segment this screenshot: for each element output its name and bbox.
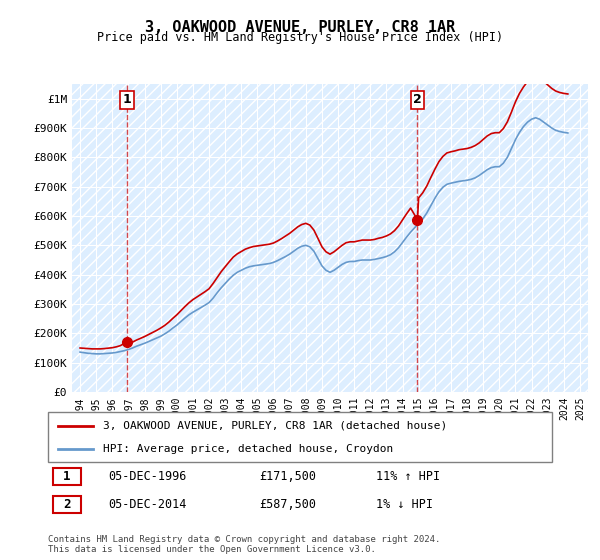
Text: 2: 2 xyxy=(413,93,422,106)
Text: £587,500: £587,500 xyxy=(260,498,317,511)
Text: £171,500: £171,500 xyxy=(260,470,317,483)
Text: 1: 1 xyxy=(63,470,70,483)
Text: Price paid vs. HM Land Registry's House Price Index (HPI): Price paid vs. HM Land Registry's House … xyxy=(97,31,503,44)
FancyBboxPatch shape xyxy=(53,496,81,513)
Text: 3, OAKWOOD AVENUE, PURLEY, CR8 1AR: 3, OAKWOOD AVENUE, PURLEY, CR8 1AR xyxy=(145,20,455,35)
Text: 05-DEC-2014: 05-DEC-2014 xyxy=(109,498,187,511)
Text: HPI: Average price, detached house, Croydon: HPI: Average price, detached house, Croy… xyxy=(103,445,394,454)
Text: 1: 1 xyxy=(123,93,131,106)
Text: 05-DEC-1996: 05-DEC-1996 xyxy=(109,470,187,483)
FancyBboxPatch shape xyxy=(53,468,81,486)
Text: Contains HM Land Registry data © Crown copyright and database right 2024.
This d: Contains HM Land Registry data © Crown c… xyxy=(48,535,440,554)
Text: 3, OAKWOOD AVENUE, PURLEY, CR8 1AR (detached house): 3, OAKWOOD AVENUE, PURLEY, CR8 1AR (deta… xyxy=(103,421,448,431)
Text: 2: 2 xyxy=(63,498,70,511)
Text: 11% ↑ HPI: 11% ↑ HPI xyxy=(376,470,440,483)
FancyBboxPatch shape xyxy=(48,412,552,462)
Text: 1% ↓ HPI: 1% ↓ HPI xyxy=(376,498,433,511)
